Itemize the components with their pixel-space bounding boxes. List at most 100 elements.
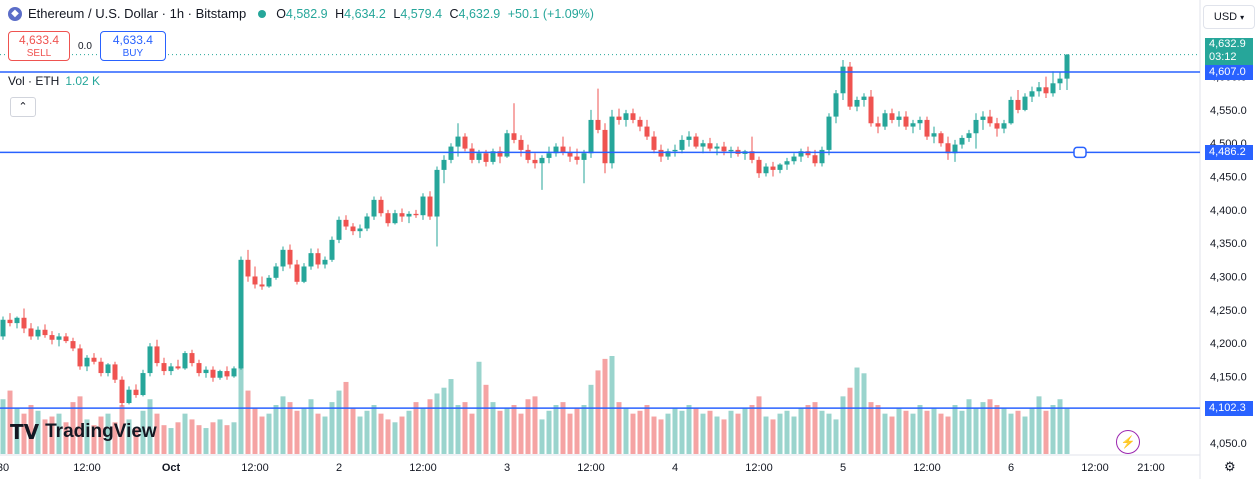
volume-bar	[189, 419, 195, 454]
x-tick-label: 12:00	[409, 462, 437, 474]
volume-bar	[385, 419, 391, 454]
volume-bar	[546, 410, 552, 454]
volume-bar	[917, 405, 923, 454]
volume-bar	[35, 410, 41, 454]
volume-bar	[329, 402, 335, 454]
candle-body	[280, 249, 286, 267]
y-tick-label: 4,450.0	[1210, 172, 1247, 184]
candle-body	[602, 129, 608, 164]
y-tick-label: 4,050.0	[1210, 438, 1247, 450]
volume-bar	[595, 370, 601, 454]
volume-bar	[238, 358, 244, 454]
spread-value: 0.0	[78, 40, 92, 52]
candle-body	[588, 119, 594, 154]
candle-body	[1064, 54, 1070, 79]
x-tick-label: 12:00	[1081, 462, 1109, 474]
candle-body	[441, 159, 447, 170]
candle-body	[819, 149, 825, 164]
candle-body	[959, 137, 965, 145]
volume-bar	[728, 410, 734, 454]
candle-body	[1001, 123, 1007, 129]
candle-body	[0, 319, 6, 337]
candle-body	[511, 133, 517, 140]
candle-body	[210, 369, 216, 378]
volume-bar	[903, 410, 909, 454]
line-price-tag[interactable]: 4,102.3	[1205, 401, 1253, 417]
volume-bar	[840, 396, 846, 454]
volume-bar	[868, 402, 874, 454]
candle-body	[154, 346, 160, 364]
candle-body	[105, 364, 111, 374]
volume-bar	[91, 425, 97, 454]
volume-bar	[399, 416, 405, 454]
candle-body	[581, 153, 587, 160]
candle-body	[651, 136, 657, 150]
candle-body	[882, 113, 888, 127]
candle-body	[791, 156, 797, 162]
volume-bar	[672, 407, 678, 454]
buy-button[interactable]: 4,633.4 BUY	[99, 31, 166, 61]
volume-bar	[266, 413, 272, 454]
volume-bar	[994, 405, 1000, 454]
volume-legend: Vol · ETH 1.02 K	[8, 74, 100, 88]
currency-select[interactable]: USD ▾	[1203, 5, 1255, 29]
volume-bar	[679, 410, 685, 454]
volume-bar	[616, 402, 622, 454]
candle-body	[1029, 91, 1035, 97]
volume-bar	[259, 416, 265, 454]
volume-bar	[413, 402, 419, 454]
volume-bar	[833, 419, 839, 454]
volume-bar	[511, 405, 517, 454]
volume-bar	[504, 407, 510, 454]
candle-body	[595, 119, 601, 130]
candle-body	[826, 116, 832, 150]
x-tick-label: 12:00	[913, 462, 941, 474]
candle-body	[483, 153, 489, 162]
volume-bar	[210, 422, 216, 454]
volume-bar	[609, 356, 615, 454]
tradingview-logo[interactable]: TV TradingView	[10, 420, 157, 444]
candle-body	[217, 371, 223, 378]
collapse-legend-button[interactable]: ⌃	[10, 97, 36, 117]
volume-bar	[224, 425, 230, 454]
volume-bar	[140, 410, 146, 454]
y-tick-label: 4,250.0	[1210, 305, 1247, 317]
candle-body	[245, 259, 251, 277]
volume-bar	[980, 402, 986, 454]
volume-bar	[1022, 416, 1028, 454]
candle-body	[455, 136, 461, 147]
candle-body	[847, 66, 853, 107]
settings-gear-icon[interactable]: ⚙	[1224, 459, 1236, 474]
volume-bar	[651, 416, 657, 454]
candle-body	[1015, 99, 1021, 110]
volume-bar	[392, 422, 398, 454]
candle-body	[938, 133, 944, 144]
volume-bar	[791, 416, 797, 454]
candle-body	[812, 155, 818, 164]
volume-bar	[203, 428, 209, 454]
candle-body	[756, 159, 762, 174]
line-price-tag[interactable]: 4,486.2	[1205, 145, 1253, 161]
line-price-tag[interactable]: 4,607.0	[1205, 64, 1253, 80]
volume-bar	[742, 407, 748, 454]
candle-body	[1057, 78, 1063, 84]
tradingview-icon: TV	[10, 420, 40, 444]
volume-bar	[1050, 405, 1056, 454]
volume-bar	[770, 419, 776, 454]
candle-body	[203, 369, 209, 374]
buy-label: BUY	[122, 48, 144, 59]
volume-bar	[175, 422, 181, 454]
sell-button[interactable]: 4,633.4 SELL	[8, 31, 70, 61]
open-value: 4,582.9	[285, 6, 328, 21]
volume-bar	[469, 413, 475, 454]
candle-body	[336, 219, 342, 240]
symbol-title[interactable]: Ethereum / U.S. Dollar · 1h · Bitstamp	[28, 6, 247, 21]
volume-bar	[714, 416, 720, 454]
x-tick-label: 2	[336, 462, 342, 474]
volume-bar	[721, 419, 727, 454]
candle-body	[343, 219, 349, 227]
volume-bar	[462, 402, 468, 454]
volume-bar	[532, 396, 538, 454]
lightning-icon[interactable]: ⚡	[1116, 430, 1140, 454]
